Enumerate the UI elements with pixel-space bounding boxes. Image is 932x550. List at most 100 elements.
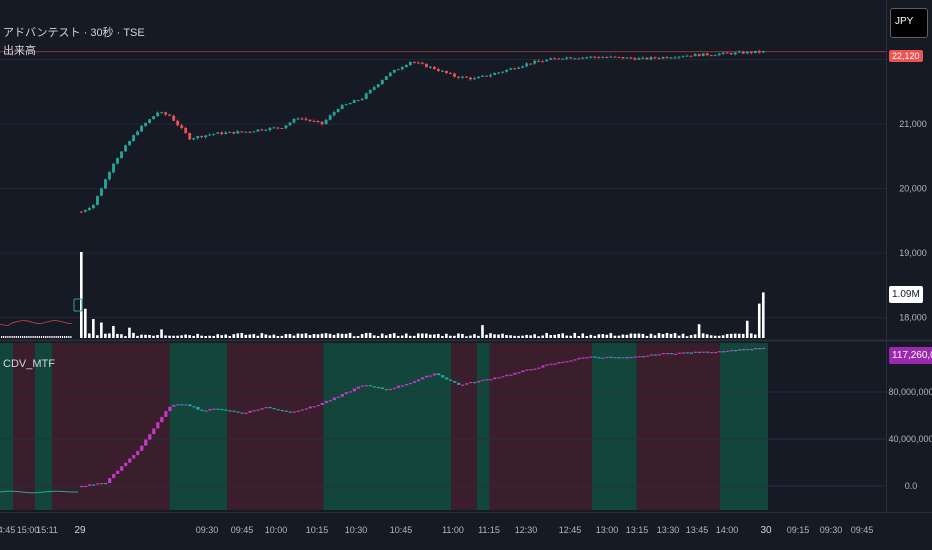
volume-bar: [400, 335, 404, 338]
cdv-bar: [152, 428, 156, 435]
cdv-bar: [332, 397, 336, 401]
candle-body: [116, 158, 119, 164]
volume-bar: [469, 335, 472, 338]
volume-bar: [3, 336, 5, 338]
cdv-bar: [637, 356, 641, 358]
cdv-bar: [533, 368, 537, 370]
cdv-bar: [685, 352, 689, 354]
symbol-legend[interactable]: アドバンテスト · 30秒 · TSE: [3, 27, 145, 39]
candle-body: [689, 55, 693, 57]
candle-body: [513, 68, 517, 70]
candle-body: [533, 60, 537, 64]
candle-body: [625, 57, 629, 59]
volume-bar: [53, 336, 55, 338]
volume-bar: [104, 333, 107, 338]
cdv-bar: [272, 407, 276, 410]
cdv-bar: [376, 386, 381, 389]
volume-bar: [641, 333, 645, 338]
volume-bar: [617, 335, 621, 338]
volume-bar: [529, 335, 532, 338]
cdv-bar: [717, 351, 722, 353]
cdv-bar: [172, 405, 176, 407]
cdv-bar: [160, 416, 164, 423]
volume-bar: [184, 334, 187, 338]
volume-bar: [629, 333, 633, 338]
volume-bar: [43, 336, 45, 338]
volume-bar: [15, 336, 17, 338]
candle-body: [429, 66, 432, 68]
price-axis-label: 18,000: [899, 313, 927, 323]
candle-body: [320, 121, 324, 125]
candle-body: [593, 56, 597, 58]
candle-body: [501, 71, 505, 73]
volume-bar: [59, 336, 61, 338]
cdv-bar: [104, 483, 108, 485]
volume-bar: [308, 335, 312, 338]
volume-bar: [352, 336, 356, 338]
volume-bar: [32, 336, 34, 338]
volume-bar: [425, 333, 428, 338]
volume-bar: [553, 334, 556, 338]
volume-bar: [9, 336, 11, 338]
cdv-bar: [404, 383, 409, 386]
candle-body: [88, 208, 91, 211]
candle-body: [224, 132, 228, 135]
volume-bar: [240, 332, 244, 338]
volume-bar: [84, 308, 87, 338]
time-axis-label: 15:00: [17, 525, 40, 535]
volume-bar: [236, 333, 240, 338]
candle-body: [725, 52, 729, 54]
cdv-bar: [705, 351, 710, 353]
volume-bar: [260, 333, 264, 338]
cdv-bar: [220, 409, 224, 411]
cdv-bar: [597, 357, 601, 359]
volume-bar: [244, 334, 248, 338]
volume-legend[interactable]: 出来高: [3, 45, 36, 57]
candle-body: [493, 73, 497, 75]
volume-bar: [116, 333, 119, 338]
volume-bar: [673, 333, 677, 338]
cdv-bar: [485, 379, 489, 381]
candle-body: [509, 68, 513, 70]
candle-body: [128, 141, 131, 146]
volume-bar: [585, 336, 589, 338]
volume-bar: [521, 335, 524, 338]
cdv-bar: [128, 458, 132, 463]
cdv-bar: [136, 450, 140, 456]
cdv-zone: [169, 343, 228, 510]
cdv-bar: [392, 387, 397, 390]
cdv-bar: [501, 376, 505, 378]
time-axis-day-label: 30: [760, 525, 772, 536]
cdv-bar: [224, 409, 228, 411]
cdv-bar: [509, 374, 513, 376]
candle-body: [473, 78, 476, 80]
cdv-bar: [673, 353, 677, 355]
candle-body: [328, 115, 332, 120]
cdv-bar: [629, 356, 633, 359]
cdv-bar: [260, 408, 264, 410]
candle-body: [204, 135, 208, 138]
currency-button[interactable]: JPY: [890, 8, 928, 38]
cdv-bar: [529, 369, 533, 371]
candle-body: [633, 58, 637, 60]
cdv-bar: [561, 361, 565, 363]
cdv-zone: [227, 343, 324, 510]
volume-bar: [493, 334, 496, 338]
candle-body: [264, 130, 268, 132]
candle-body: [585, 57, 589, 59]
cdv-bar: [248, 410, 252, 413]
cdv-bar: [308, 406, 312, 409]
volume-bar: [449, 335, 452, 338]
volume-bar: [80, 252, 83, 338]
cdv-bar: [445, 377, 449, 380]
cdv-bar: [108, 478, 112, 484]
cdv-bar: [605, 356, 609, 359]
cdv-bar: [517, 372, 521, 374]
volume-bar: [637, 333, 641, 338]
cdv-bar: [669, 353, 673, 355]
candle-body: [420, 62, 424, 64]
candle-body: [284, 125, 288, 129]
volume-bar: [268, 335, 272, 338]
indicator-legend[interactable]: CDV_MTF: [3, 358, 55, 370]
